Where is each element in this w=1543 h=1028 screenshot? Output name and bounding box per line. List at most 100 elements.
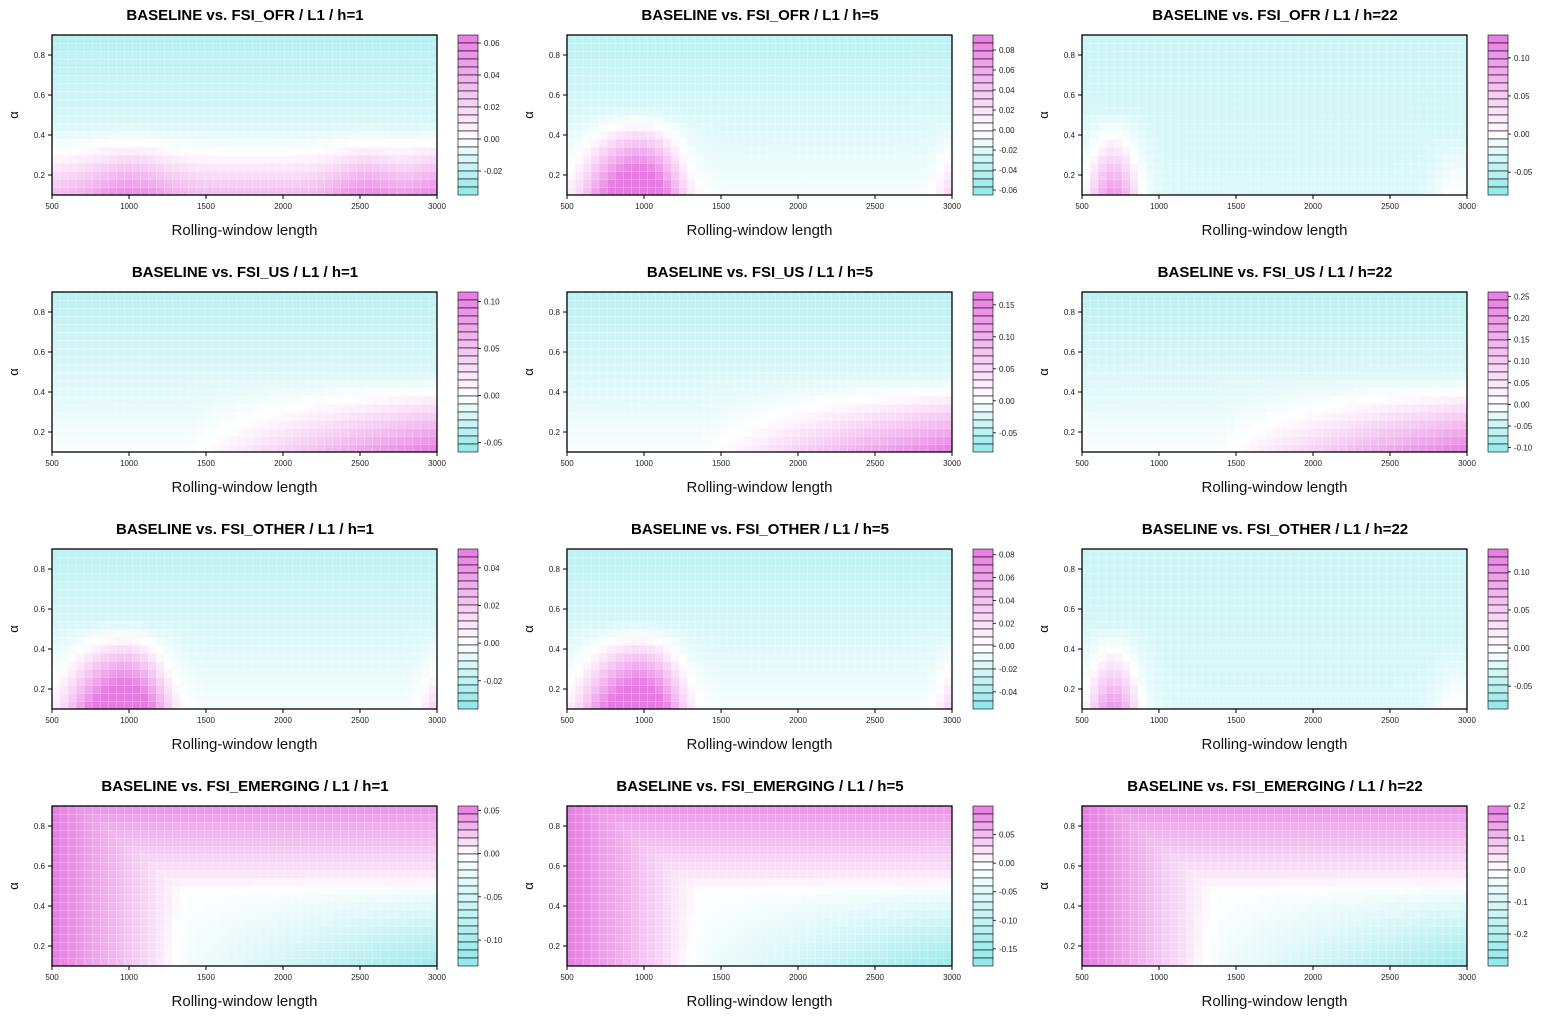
chart-title: BASELINE vs. FSI_US / L1 / h=1 [132,264,358,281]
heatmap-cell [1218,75,1226,83]
heatmap-cell [389,115,397,123]
heatmap-cell [567,43,575,51]
heatmap-cell [124,83,132,91]
heatmap-cell [944,131,952,139]
heatmap-cell [663,348,671,356]
heatmap-cell [599,163,607,171]
heatmap-cell [920,420,928,428]
heatmap-cell [615,131,623,139]
heatmap-cell [655,91,663,99]
heatmap-cell [1082,163,1090,171]
heatmap-cell [880,436,888,444]
heatmap-cell [68,292,76,300]
heatmap-cell [888,412,896,420]
heatmap-cell [108,380,116,388]
heatmap-cell [405,364,413,372]
heatmap-cell [743,115,751,123]
heatmap-cell [1411,187,1419,195]
heatmap-cell [140,163,148,171]
heatmap-cell [1411,91,1419,99]
heatmap-cell [880,139,888,147]
heatmap-cell [840,396,848,404]
heatmap-cell [896,107,904,115]
heatmap-cell [800,300,808,308]
heatmap-cell [52,436,60,444]
heatmap-cell [341,139,349,147]
heatmap-cell [1419,99,1427,107]
heatmap-cell [607,428,615,436]
heatmap-cell [317,43,325,51]
heatmap-cell [695,388,703,396]
heatmap-cell [768,428,776,436]
heatmap-cell [912,107,920,115]
heatmap-cell [583,91,591,99]
heatmap-cell [928,316,936,324]
heatmap-cell [245,123,253,131]
heatmap-cell [599,420,607,428]
heatmap-cell [1226,179,1234,187]
heatmap-cell [1419,163,1427,171]
heatmap-cell [156,396,164,404]
heatmap-cell [599,91,607,99]
heatmap-cell [1138,115,1146,123]
heatmap-cell [1451,51,1459,59]
heatmap-cell [84,43,92,51]
heatmap-cell [349,107,357,115]
heatmap-cell [140,324,148,332]
heatmap-cell [832,364,840,372]
heatmap-cell [429,404,437,412]
heatmap-cell [156,308,164,316]
heatmap-cell [1363,139,1371,147]
heatmap-cell [599,396,607,404]
heatmap-cell [760,356,768,364]
heatmap-cell [1178,155,1186,163]
heatmap-cell [751,412,759,420]
heatmap-cell [792,179,800,187]
heatmap-cell [124,99,132,107]
heatmap-cell [784,340,792,348]
heatmap-cell [236,364,244,372]
heatmap-cell [1162,139,1170,147]
heatmap-cell [1395,163,1403,171]
heatmap-cell [623,171,631,179]
heatmap-cell [1387,163,1395,171]
heatmap-cell [920,67,928,75]
heatmap-cell [373,412,381,420]
heatmap-cell [856,35,864,43]
heatmap-cell [1339,67,1347,75]
heatmap-cell [429,332,437,340]
heatmap-cell [840,300,848,308]
heatmap-cell [567,171,575,179]
heatmap-cell [695,107,703,115]
heatmap-cell [1371,59,1379,67]
heatmap-cell [1234,131,1242,139]
heatmap-cell [1411,139,1419,147]
heatmap-cell [309,187,317,195]
heatmap-cell [84,300,92,308]
heatmap-cell [1082,115,1090,123]
heatmap-cell [904,131,912,139]
heatmap-cell [1323,171,1331,179]
heatmap-cell [204,51,212,59]
heatmap-cell [687,324,695,332]
heatmap-cell [679,139,687,147]
heatmap-cell [800,420,808,428]
heatmap-cell [888,300,896,308]
heatmap-cell [824,332,832,340]
heatmap-cell [920,380,928,388]
heatmap-cell [816,332,824,340]
heatmap-cell [727,187,735,195]
heatmap-cell [727,396,735,404]
heatmap-cell [132,131,140,139]
heatmap-cell [293,83,301,91]
heatmap-cell [269,59,277,67]
heatmap-cell [180,436,188,444]
heatmap-cell [381,75,389,83]
heatmap-cell [100,348,108,356]
heatmap-cell [912,364,920,372]
heatmap-cell [76,131,84,139]
heatmap-cell [1258,187,1266,195]
heatmap-cell [333,43,341,51]
heatmap-cell [285,356,293,364]
